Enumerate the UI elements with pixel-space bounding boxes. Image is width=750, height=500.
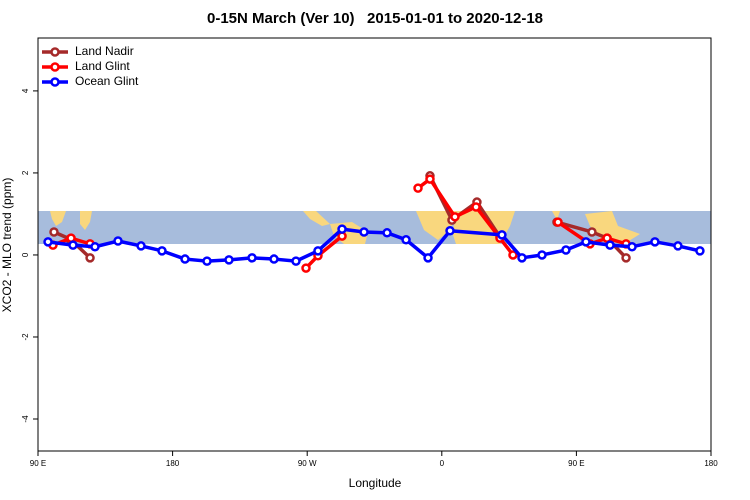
data-point (68, 240, 78, 250)
x-tick-label: 90 W (298, 459, 317, 468)
data-point (180, 254, 190, 264)
x-tick-label: 90 E (568, 459, 584, 468)
legend-marker (50, 77, 60, 87)
legend-label: Land Nadir (75, 44, 134, 58)
data-point (508, 250, 518, 260)
data-point (605, 240, 615, 250)
plot-area (43, 171, 705, 273)
x-axis-label: Longitude (349, 476, 402, 490)
data-point (301, 263, 311, 273)
data-point (471, 202, 481, 212)
y-tick-label: 0 (21, 252, 30, 257)
data-point (291, 256, 301, 266)
y-axis-label: XCO2 - MLO trend (ppm) (0, 178, 14, 313)
data-point (269, 254, 279, 264)
data-point (401, 235, 411, 245)
data-point (224, 255, 234, 265)
data-point (202, 256, 212, 266)
data-point (423, 253, 433, 263)
y-tick-label: 2 (21, 170, 30, 175)
data-point (136, 241, 146, 251)
data-point (497, 230, 507, 240)
data-point (695, 246, 705, 256)
data-point (157, 246, 167, 256)
data-point (561, 245, 571, 255)
chart-title: 0-15N March (Ver 10) 2015-01-01 to 2020-… (207, 10, 543, 27)
data-point (337, 224, 347, 234)
data-point (247, 253, 257, 263)
data-point (85, 253, 95, 263)
data-point (113, 236, 123, 246)
x-tick-label: 180 (166, 459, 180, 468)
data-point (445, 226, 455, 236)
data-point (621, 253, 631, 263)
legend-label: Ocean Glint (75, 74, 139, 88)
data-point (382, 228, 392, 238)
data-point (517, 253, 527, 263)
legend-label: Land Glint (75, 59, 130, 73)
data-point (673, 241, 683, 251)
data-point (587, 227, 597, 237)
data-point (90, 242, 100, 252)
data-point (537, 250, 547, 260)
y-tick-label: 4 (21, 88, 30, 93)
data-point (413, 183, 423, 193)
data-point (43, 237, 53, 247)
legend-marker (50, 62, 60, 72)
plot-frame (37, 37, 712, 452)
legend-marker (50, 47, 60, 57)
data-point (313, 246, 323, 256)
data-point (450, 212, 460, 222)
data-point (553, 217, 563, 227)
x-tick-label: 90 E (30, 459, 46, 468)
data-point (49, 227, 59, 237)
x-tick-label: 0 (440, 459, 445, 468)
y-tick-label: -2 (21, 333, 30, 341)
data-point (650, 237, 660, 247)
x-tick-label: 180 (704, 459, 718, 468)
data-point (581, 237, 591, 247)
data-point (425, 174, 435, 184)
y-tick-label: -4 (21, 415, 30, 423)
data-point (627, 242, 637, 252)
data-point (359, 227, 369, 237)
